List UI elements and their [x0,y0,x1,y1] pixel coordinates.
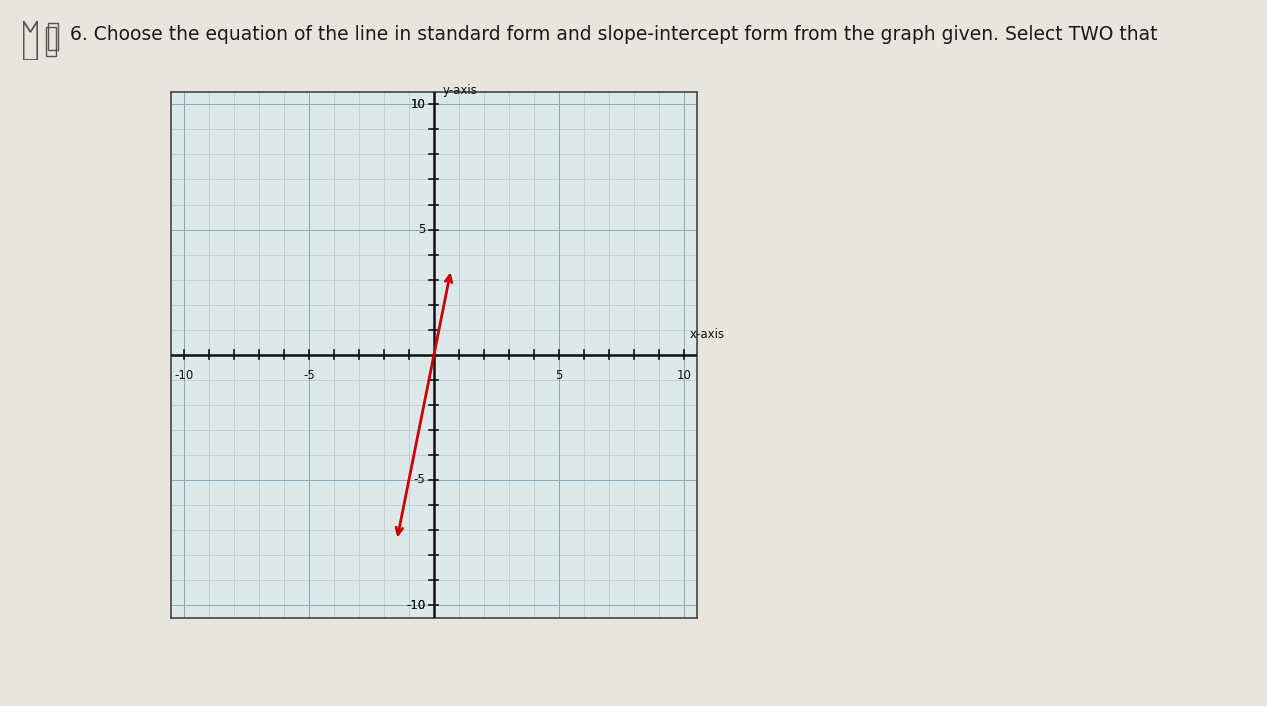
Text: 5: 5 [555,369,563,381]
Text: 10: 10 [411,98,426,111]
Text: 10: 10 [411,98,426,111]
Text: -5: -5 [303,369,314,381]
Text: -10: -10 [405,599,426,611]
Text: y-axis: y-axis [442,84,478,97]
Text: 6. Choose the equation of the line in standard form and slope-intercept form fro: 6. Choose the equation of the line in st… [70,25,1157,44]
Text: -5: -5 [413,474,426,486]
Text: -10: -10 [174,369,193,381]
Text: x-axis: x-axis [689,328,725,341]
Text: 5: 5 [418,223,426,236]
Text: 10: 10 [677,369,692,381]
Text: -10: -10 [405,599,426,611]
